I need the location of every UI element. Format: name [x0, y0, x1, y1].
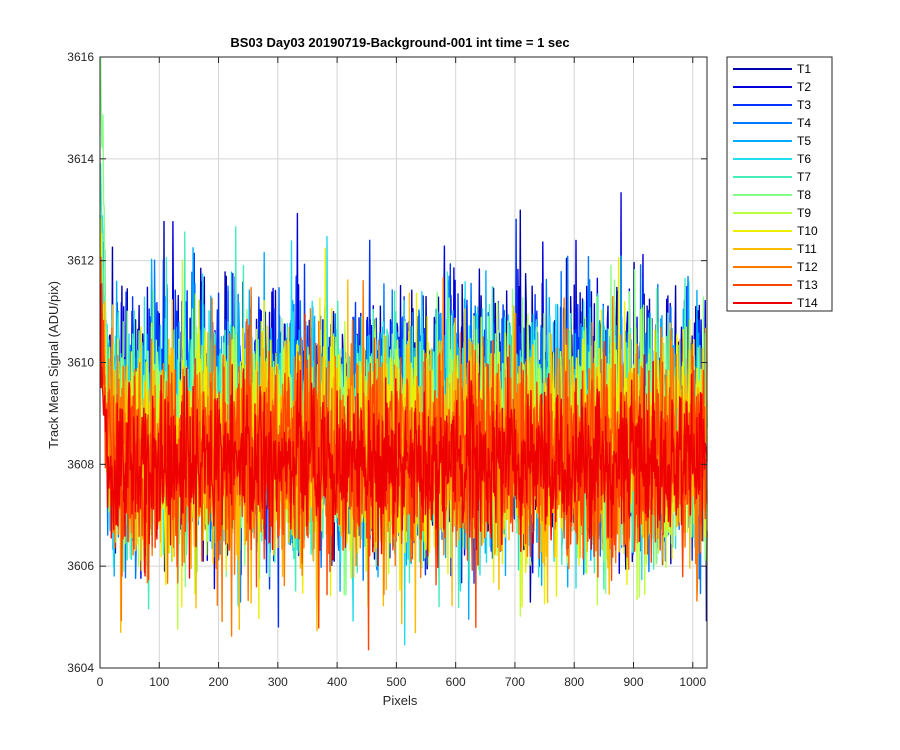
y-tick-label: 3612	[67, 254, 94, 268]
legend-label: T13	[797, 278, 818, 292]
legend-label: T14	[797, 296, 818, 310]
x-tick-label: 800	[564, 675, 584, 689]
legend-label: T1	[797, 62, 811, 76]
legend-entries: T1 T2 T3 T4 T5 T6 T7 T8 T9 T10 T11 T12 T13 T14	[733, 62, 818, 310]
legend-entry-t5: T5	[733, 134, 811, 148]
x-tick-label: 400	[327, 675, 347, 689]
x-tick-label: 300	[268, 675, 288, 689]
x-tick-label: 1000	[679, 675, 706, 689]
x-tick-label: 600	[446, 675, 466, 689]
legend-box	[726, 56, 833, 312]
y-tick-label: 3608	[67, 457, 94, 471]
legend-entry-t8: T8	[733, 188, 811, 202]
y-tick-label: 3614	[67, 152, 94, 166]
ticks: 0 100 200 300 400 500 600 700 800 900 1000 3604 3606…	[67, 50, 707, 689]
y-tick-label: 3604	[67, 661, 94, 675]
series-group	[99, 56, 708, 651]
legend-entry-t1: T1	[733, 62, 811, 76]
x-tick-label: 700	[505, 675, 525, 689]
y-tick-label: 3616	[67, 50, 94, 64]
y-axis-label: Track Mean Signal (ADU/pix)	[46, 281, 61, 449]
x-tick-label: 100	[149, 675, 169, 689]
series-line-t13	[99, 282, 708, 651]
legend-entry-t9: T9	[733, 206, 811, 220]
legend-label: T2	[797, 80, 811, 94]
legend-entry-t10: T10	[733, 224, 818, 238]
legend-entry-t11: T11	[733, 242, 817, 256]
legend-label: T6	[797, 152, 811, 166]
x-tick-label: 0	[97, 675, 104, 689]
x-tick-label: 200	[209, 675, 229, 689]
legend-entry-t13: T13	[733, 278, 818, 292]
legend: T1 T2 T3 T4 T5 T6 T7 T8 T9 T10 T11 T12 T13 T14	[726, 56, 833, 312]
legend-label: T5	[797, 134, 811, 148]
legend-entry-t2: T2	[733, 80, 811, 94]
legend-label: T9	[797, 206, 811, 220]
series-line-t14	[99, 283, 708, 579]
legend-entry-t7: T7	[733, 170, 811, 184]
legend-entry-t12: T12	[733, 260, 818, 274]
legend-label: T11	[797, 242, 817, 256]
x-tick-label: 500	[386, 675, 406, 689]
legend-label: T8	[797, 188, 811, 202]
legend-label: T10	[797, 224, 818, 238]
y-tick-label: 3610	[67, 356, 94, 370]
legend-entry-t3: T3	[733, 98, 811, 112]
legend-entry-t4: T4	[733, 116, 811, 130]
plot-area: 0 100 200 300 400 500 600 700 800 900 1000 3604 3606…	[67, 50, 708, 689]
legend-label: T7	[797, 170, 811, 184]
x-tick-label: 900	[623, 675, 643, 689]
legend-entry-t6: T6	[733, 152, 811, 166]
legend-label: T3	[797, 98, 811, 112]
chart-title: BS03 Day03 20190719-Background-001 int t…	[230, 35, 569, 50]
legend-label: T4	[797, 116, 811, 130]
x-axis-label: Pixels	[383, 693, 418, 708]
y-tick-label: 3606	[67, 559, 94, 573]
legend-label: T12	[797, 260, 818, 274]
legend-entry-t14: T14	[733, 296, 818, 310]
